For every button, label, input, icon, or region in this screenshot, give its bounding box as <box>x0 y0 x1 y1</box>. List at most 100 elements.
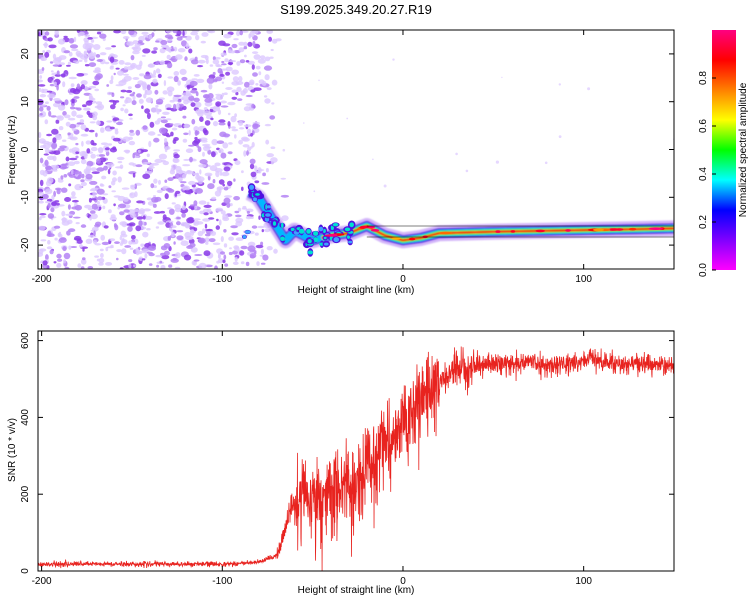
noise-speckle <box>155 68 161 74</box>
noise-speckle <box>106 162 115 167</box>
noise-speckle <box>171 231 175 238</box>
signal-hotspot <box>610 228 620 231</box>
noise-speckle <box>128 30 135 36</box>
noise-speckle <box>166 107 172 111</box>
noise-speckle <box>68 183 72 187</box>
noise-speckle <box>190 229 195 236</box>
noise-speckle <box>112 146 117 151</box>
noise-speckle <box>119 164 124 170</box>
noise-speckle <box>138 256 143 261</box>
snr-frame <box>37 330 675 572</box>
noise-speckle <box>194 205 198 210</box>
noise-speckle <box>114 129 119 135</box>
noise-speckle <box>57 232 61 237</box>
noise-speckle <box>247 146 252 151</box>
noise-speckle <box>70 169 74 175</box>
noise-speckle <box>144 253 148 259</box>
noise-speckle <box>129 117 133 120</box>
noise-speckle <box>71 191 76 197</box>
noise-speckle <box>258 71 262 76</box>
noise-speckle <box>233 38 239 41</box>
noise-speckle <box>236 86 242 93</box>
noise-speckle <box>210 231 217 236</box>
y-tick-label: -10 <box>20 190 31 205</box>
noise-speckle <box>121 187 130 190</box>
noise-speckle <box>73 160 80 165</box>
noise-speckle <box>141 149 148 153</box>
noise-speckles <box>38 30 674 269</box>
noise-speckle <box>129 93 135 97</box>
noise-speckle <box>47 93 56 99</box>
noise-speckle <box>41 193 49 200</box>
signal-blob <box>323 236 327 240</box>
noise-speckle <box>174 207 182 213</box>
noise-speckle <box>233 196 241 201</box>
noise-speckle <box>186 245 194 249</box>
noise-speckle <box>80 159 87 165</box>
signal-blob <box>348 240 353 244</box>
noise-speckle <box>152 78 158 84</box>
noise-speckle <box>251 64 255 70</box>
noise-speckle <box>160 264 166 269</box>
noise-speckle <box>189 156 193 163</box>
noise-speckle <box>137 40 143 44</box>
signal-blob <box>266 205 272 209</box>
noise-speckle <box>72 199 79 203</box>
noise-speckle <box>164 147 168 153</box>
noise-speckle <box>232 76 239 82</box>
noise-speckle <box>144 108 151 114</box>
noise-speckle <box>114 224 119 231</box>
noise-speckle <box>71 128 77 131</box>
noise-speckle <box>128 222 136 227</box>
noise-speckle <box>69 44 79 49</box>
noise-speckle <box>221 60 225 64</box>
noise-speckle <box>86 160 94 167</box>
noise-speckle <box>191 78 198 81</box>
noise-speckle <box>90 167 97 172</box>
noise-speckle <box>68 38 75 44</box>
signal-hotspot <box>510 230 516 233</box>
noise-speckle <box>123 149 131 153</box>
noise-speckle <box>204 120 211 126</box>
noise-speckle <box>74 235 82 241</box>
noise-speckle <box>189 80 198 87</box>
noise-speckle <box>95 132 98 138</box>
noise-speckle <box>383 184 387 188</box>
noise-speckle <box>208 238 216 243</box>
noise-speckle <box>250 89 256 93</box>
noise-speckle <box>181 205 187 211</box>
noise-speckle <box>249 107 255 111</box>
noise-speckle <box>100 142 109 146</box>
noise-speckle <box>58 126 64 131</box>
noise-speckle <box>227 101 236 106</box>
noise-speckle <box>88 129 95 133</box>
noise-speckle <box>38 252 44 257</box>
noise-speckle <box>50 115 57 118</box>
noise-speckle <box>65 213 74 216</box>
noise-speckle <box>212 179 216 184</box>
noise-speckle <box>63 259 67 264</box>
noise-speckle <box>112 137 121 142</box>
noise-speckle <box>106 246 114 249</box>
noise-speckle <box>69 88 77 93</box>
noise-speckle <box>49 249 54 255</box>
noise-speckle <box>235 220 243 227</box>
noise-speckle <box>223 197 231 204</box>
noise-speckle <box>94 69 101 73</box>
noise-speckle <box>157 221 165 225</box>
noise-speckle <box>142 48 151 54</box>
noise-speckle <box>183 123 191 129</box>
noise-speckle <box>173 94 182 98</box>
figure-title: S199.2025.349.20.27.R19 <box>280 2 432 17</box>
noise-speckle <box>140 243 145 247</box>
noise-speckle <box>86 148 91 154</box>
noise-speckle <box>59 145 67 149</box>
noise-speckle <box>42 170 48 177</box>
noise-speckle <box>161 254 170 260</box>
noise-speckle <box>244 81 250 88</box>
noise-speckle <box>186 217 195 224</box>
noise-speckle <box>132 77 140 80</box>
noise-speckle <box>83 168 91 175</box>
noise-speckle <box>131 100 137 106</box>
noise-speckle <box>119 236 123 241</box>
